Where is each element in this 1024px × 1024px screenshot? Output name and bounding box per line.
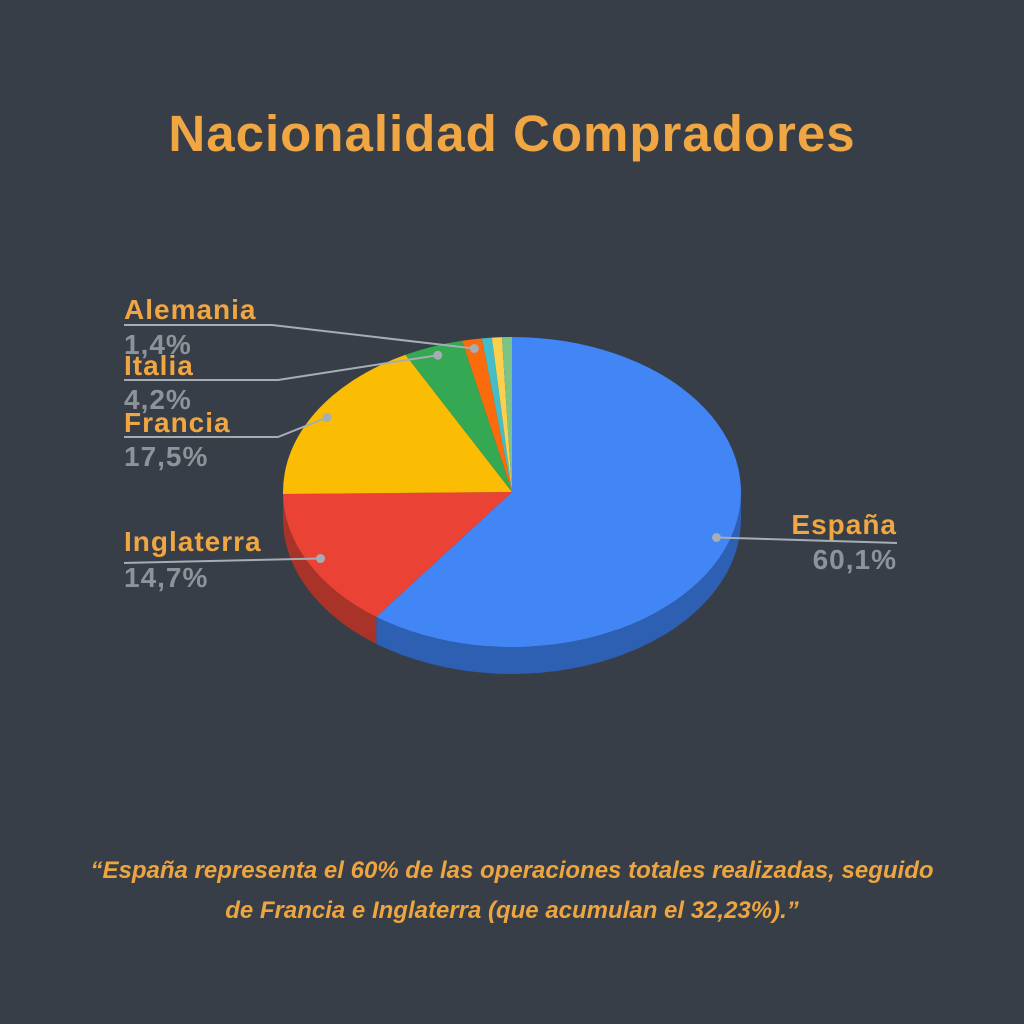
page-title: Nacionalidad Compradores: [168, 105, 856, 162]
leader-line-inglaterra: [123, 557, 321, 564]
pie-slice-italia: [405, 340, 512, 492]
summary-quote-line-1: “España representa el 60% de las operaci…: [90, 857, 934, 884]
pie-slice-francia: [282, 354, 512, 494]
leader-line-alemania: [124, 324, 475, 350]
pie-slice-side-inglaterra: [283, 493, 377, 644]
callout-label-inglaterra: Inglaterra: [124, 526, 262, 557]
pie-slice-other-7: [501, 337, 512, 492]
leader-line-espana: [716, 536, 898, 544]
callout-pct-francia: 17,5%: [124, 441, 209, 472]
leader-dot-francia: [322, 412, 332, 422]
summary-quote-line-2: de Francia e Inglaterra (que acumulan el…: [225, 896, 799, 924]
pie-slice-alemania: [462, 338, 512, 492]
callout-pct-italia: 4,2%: [124, 384, 192, 415]
callout-pct-alemania: 1,4%: [124, 329, 192, 360]
leader-dot-espana: [712, 532, 722, 542]
pie-slice-other-6: [491, 337, 512, 492]
callout-label-italia: Italia: [124, 350, 194, 381]
leader-line-italia: [124, 354, 438, 381]
leader-dot-alemania: [469, 344, 479, 354]
callout-label-alemania: Alemania: [124, 294, 257, 325]
leader-dot-inglaterra: [316, 554, 326, 564]
callout-pct-espana: 60,1%: [812, 544, 897, 575]
summary-quote: “España representa el 60% de las operaci…: [72, 851, 952, 930]
callout-pct-inglaterra: 14,7%: [124, 562, 209, 593]
pie-slice-other-5: [481, 337, 512, 492]
pie-slice-inglaterra: [283, 492, 512, 617]
callout-label-francia: Francia: [124, 407, 231, 438]
pie-slice-espana: [376, 337, 742, 647]
leader-line-francia: [124, 416, 328, 438]
leader-dot-italia: [433, 350, 443, 360]
pie-slice-side-espana: [376, 492, 741, 674]
callout-label-espana: España: [791, 509, 897, 540]
